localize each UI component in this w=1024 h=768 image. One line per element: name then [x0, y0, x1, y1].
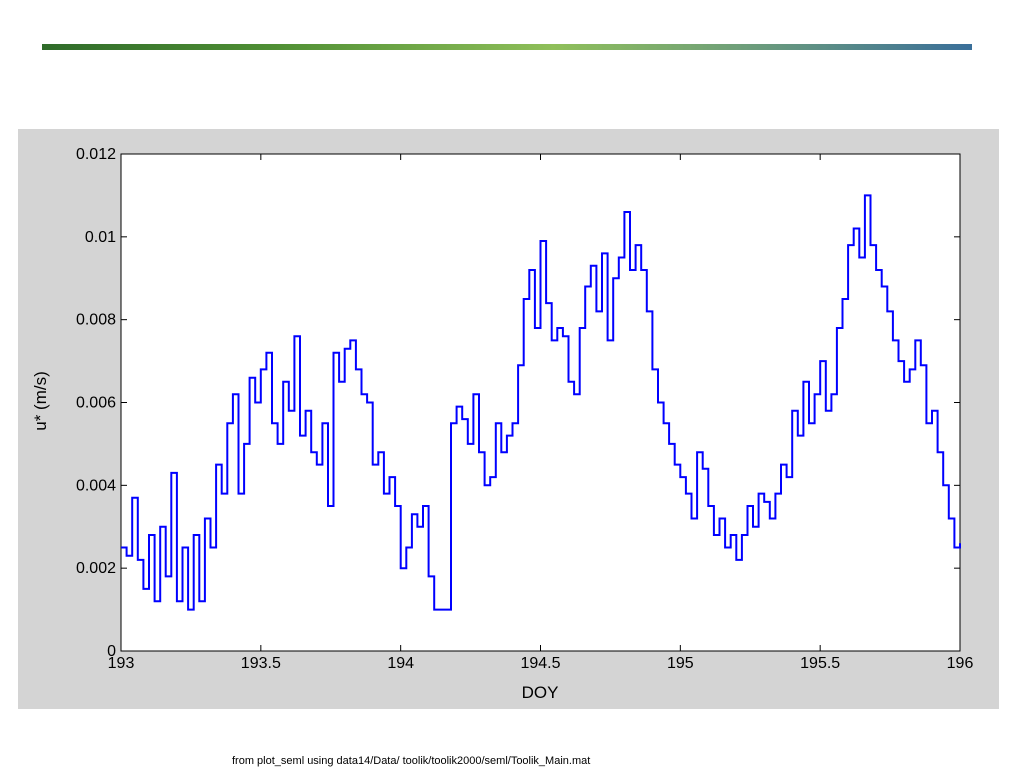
- x-tick-label: 193.5: [241, 655, 281, 672]
- tick-labels: 193 193.5 194 194.5 195 195.5 196 0 0.002 0.004 0.…: [76, 146, 973, 672]
- x-tick-label: 193: [108, 655, 135, 672]
- y-tick-label: 0.004: [76, 477, 116, 494]
- line-chart: 193 193.5 194 194.5 195 195.5 196 0 0.002 0.004 0.…: [31, 146, 973, 702]
- x-axis-label: DOY: [522, 683, 559, 702]
- axis-ticks: [120, 153, 961, 652]
- y-tick-label: 0.006: [76, 395, 116, 412]
- x-tick-label: 195.5: [800, 655, 840, 672]
- header-rule: [42, 44, 972, 50]
- y-tick-label: 0.002: [76, 560, 116, 577]
- series-line-ustar: [121, 194, 961, 611]
- x-tick-label: 194.5: [520, 655, 560, 672]
- source-footnote: from plot_seml using data14/Data/ toolik…: [232, 755, 591, 767]
- x-tick-label: 196: [947, 655, 974, 672]
- figure-panel: 193 193.5 194 194.5 195 195.5 196 0 0.002 0.004 0.…: [18, 129, 999, 709]
- y-tick-label: 0.012: [76, 146, 116, 163]
- y-axis-label: u* (m/s): [31, 371, 50, 431]
- y-tick-label: 0: [107, 643, 116, 660]
- x-tick-label: 195: [667, 655, 694, 672]
- x-tick-label: 194: [387, 655, 414, 672]
- y-tick-label: 0.01: [85, 229, 116, 246]
- y-tick-label: 0.008: [76, 312, 116, 329]
- plot-area: [120, 153, 961, 652]
